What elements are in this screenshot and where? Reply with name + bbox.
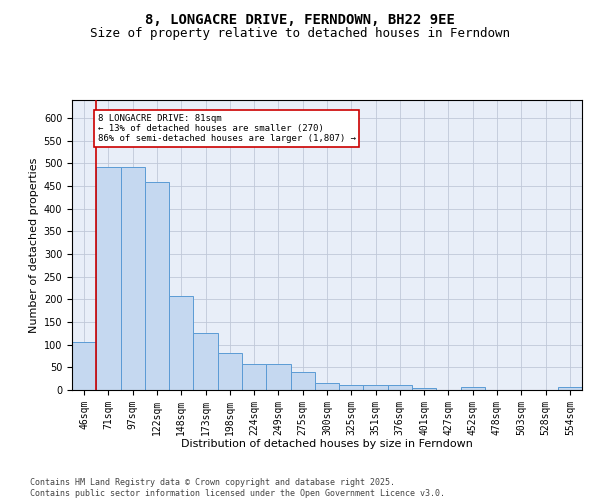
Bar xyxy=(290,372,315,390)
Bar xyxy=(461,387,485,390)
Bar xyxy=(412,388,436,390)
Text: 8, LONGACRE DRIVE, FERNDOWN, BH22 9EE: 8, LONGACRE DRIVE, FERNDOWN, BH22 9EE xyxy=(145,12,455,26)
Bar xyxy=(121,166,145,390)
Bar xyxy=(193,334,218,390)
Bar xyxy=(96,166,121,390)
Bar xyxy=(558,387,582,390)
Y-axis label: Number of detached properties: Number of detached properties xyxy=(29,158,40,332)
Bar xyxy=(315,383,339,390)
Bar xyxy=(388,386,412,390)
Bar xyxy=(72,342,96,390)
Bar xyxy=(218,353,242,390)
Bar xyxy=(169,296,193,390)
Text: 8 LONGACRE DRIVE: 81sqm
← 13% of detached houses are smaller (270)
86% of semi-d: 8 LONGACRE DRIVE: 81sqm ← 13% of detache… xyxy=(97,114,355,144)
Bar xyxy=(145,182,169,390)
Bar xyxy=(339,386,364,390)
Text: Contains HM Land Registry data © Crown copyright and database right 2025.
Contai: Contains HM Land Registry data © Crown c… xyxy=(30,478,445,498)
X-axis label: Distribution of detached houses by size in Ferndown: Distribution of detached houses by size … xyxy=(181,439,473,449)
Bar xyxy=(364,384,388,390)
Bar xyxy=(242,364,266,390)
Bar xyxy=(266,364,290,390)
Text: Size of property relative to detached houses in Ferndown: Size of property relative to detached ho… xyxy=(90,28,510,40)
